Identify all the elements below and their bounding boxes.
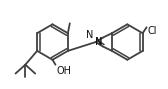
- Text: N: N: [95, 37, 102, 47]
- Text: N: N: [86, 30, 94, 40]
- Text: N: N: [95, 37, 102, 47]
- Text: OH: OH: [56, 66, 71, 76]
- Text: Cl: Cl: [148, 26, 157, 36]
